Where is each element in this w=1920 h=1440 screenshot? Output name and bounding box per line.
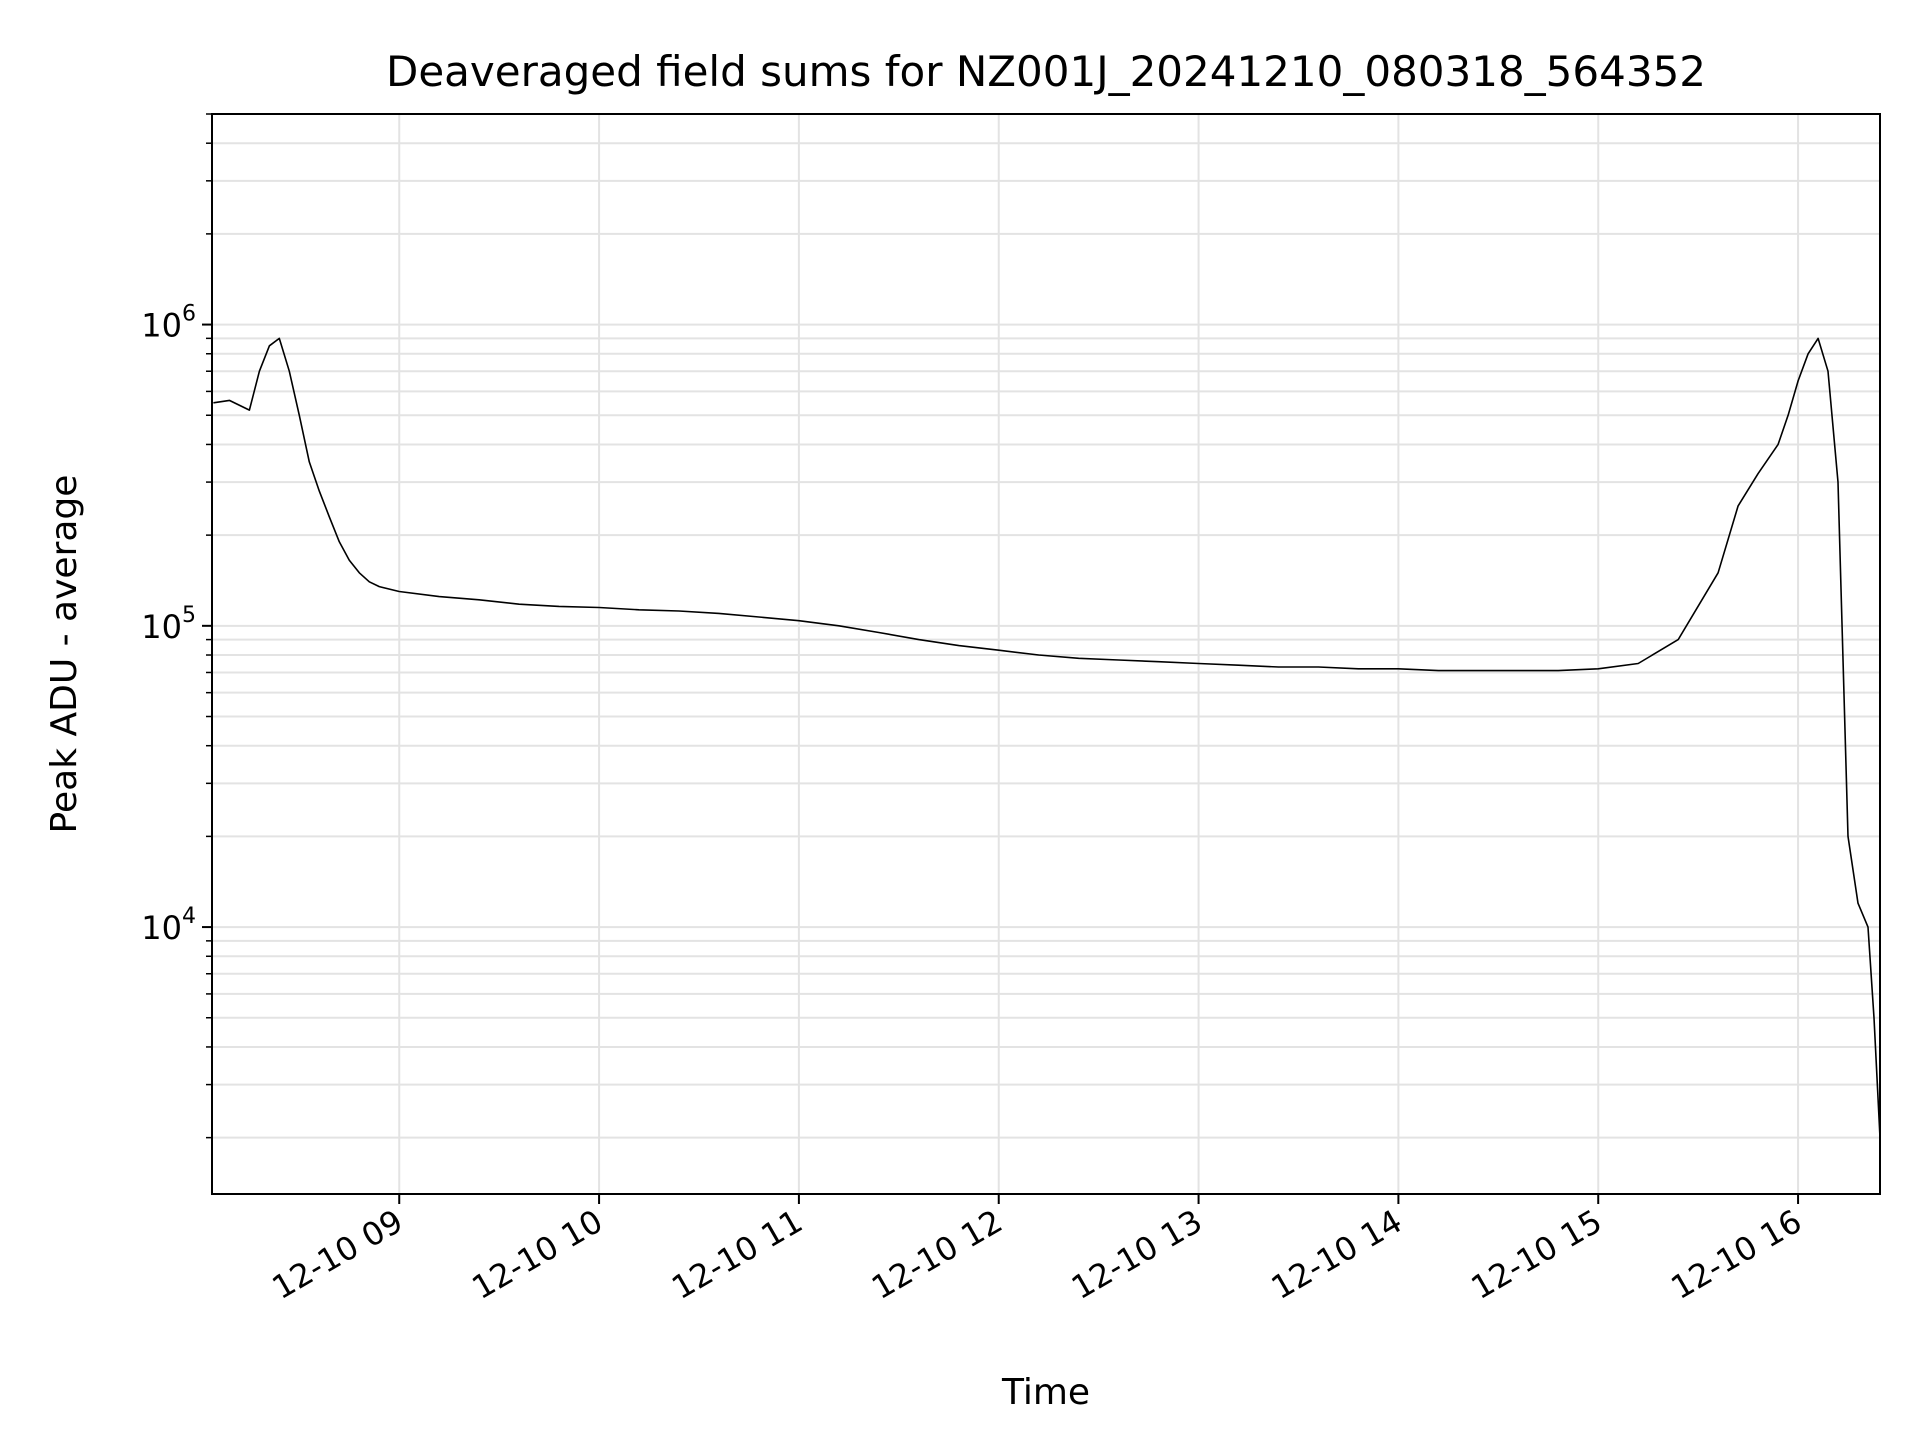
y-axis-label: Peak ADU - average (44, 475, 85, 834)
grid (212, 113, 1880, 1194)
y-axis: 104 105 106 (141, 113, 212, 1139)
y-tick-label: 106 (141, 302, 196, 345)
y-tick-label: 105 (141, 603, 196, 646)
chart-title: Deaveraged field sums for NZ001J_2024121… (386, 47, 1706, 96)
plot-frame (211, 113, 1881, 1195)
series-line-group (213, 337, 1881, 1138)
x-axis-label: Time (1001, 1372, 1090, 1413)
y-tick-label: 104 (141, 904, 196, 947)
series-line-0 (213, 337, 1881, 1138)
